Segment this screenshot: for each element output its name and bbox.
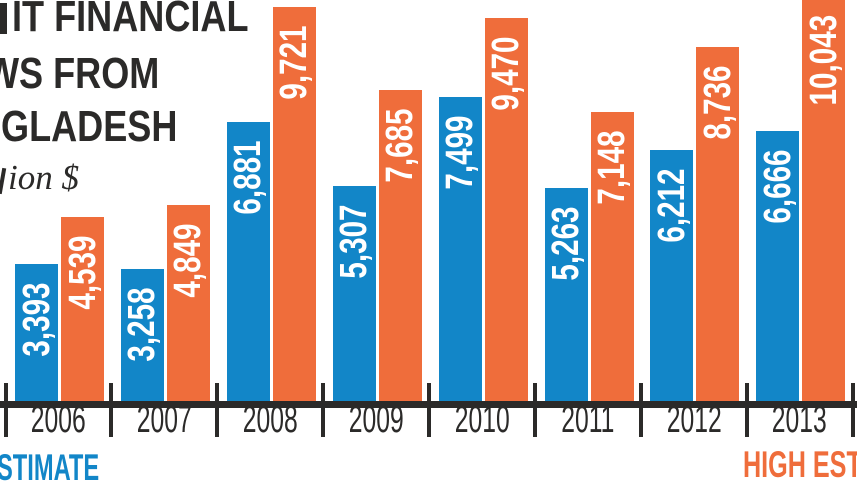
x-axis-year-text: 2006 bbox=[30, 399, 86, 441]
bar-low-2011: 5,263 bbox=[544, 188, 588, 401]
x-axis-tick bbox=[533, 383, 537, 437]
bar-high-2007: 4,849 bbox=[166, 205, 210, 401]
bar-low-2007: 3,258 bbox=[120, 269, 164, 401]
x-axis-tick bbox=[3, 383, 8, 437]
x-axis-tick bbox=[321, 383, 326, 437]
x-axis-year-2007: 2007 bbox=[119, 401, 209, 439]
x-axis-year-text: 2012 bbox=[666, 399, 722, 441]
legend-low-estimate: STIMATE bbox=[0, 447, 100, 482]
bar-low-2008: 6,881 bbox=[226, 122, 270, 401]
x-axis-year-2011: 2011 bbox=[543, 401, 633, 439]
bar-value-label: 9,470 bbox=[485, 36, 528, 111]
bar-low-2012: 6,212 bbox=[650, 150, 694, 401]
bar-value-label: 5,263 bbox=[545, 206, 587, 281]
x-axis-year-text: 2013 bbox=[772, 399, 828, 441]
bar-value-label: 8,736 bbox=[696, 65, 739, 140]
bar-low-2010: 7,499 bbox=[438, 97, 482, 401]
chart-title-line-3: GLADESH bbox=[1, 102, 178, 151]
bar-high-2006: 4,539 bbox=[61, 217, 104, 401]
bar-low-2009: 5,307 bbox=[332, 186, 376, 401]
x-axis-tick bbox=[850, 383, 855, 437]
chart-unit-label: ion $ bbox=[8, 158, 79, 197]
cropped-glyph-sliver bbox=[0, 167, 7, 195]
bar-value-label: 7,685 bbox=[379, 108, 422, 183]
x-axis-year-2010: 2010 bbox=[437, 401, 527, 439]
x-axis-year-2012: 2012 bbox=[649, 401, 739, 439]
x-axis-year-2008: 2008 bbox=[225, 401, 315, 439]
bar-high-2013: 10,043 bbox=[802, 0, 846, 401]
bar-value-label: 4,539 bbox=[61, 235, 104, 310]
bar-high-2009: 7,685 bbox=[378, 90, 422, 401]
legend-high-estimate: HIGH EST bbox=[743, 444, 857, 482]
x-axis-year-text: 2009 bbox=[348, 399, 404, 441]
x-axis-year-2013: 2013 bbox=[755, 401, 845, 439]
x-axis-tick bbox=[215, 383, 220, 437]
x-axis-year-text: 2011 bbox=[561, 399, 615, 441]
bar-value-label: 7,148 bbox=[591, 130, 633, 205]
chart-title-line-2: WS FROM bbox=[0, 49, 160, 98]
bar-high-2012: 8,736 bbox=[696, 47, 740, 401]
bar-value-label: 9,721 bbox=[273, 25, 316, 100]
bar-value-label: 7,499 bbox=[439, 115, 482, 190]
bar-value-label: 6,212 bbox=[650, 168, 693, 243]
x-axis-tick bbox=[427, 383, 432, 437]
bar-low-2006: 3,393 bbox=[15, 264, 58, 401]
chart-title-line-1: IT FINANCIAL bbox=[12, 0, 249, 41]
x-axis-year-text: 2010 bbox=[454, 399, 510, 441]
bar-value-label: 4,849 bbox=[167, 223, 210, 298]
bar-value-label: 3,393 bbox=[15, 282, 58, 357]
x-axis-tick bbox=[109, 383, 114, 437]
bar-high-2008: 9,721 bbox=[272, 7, 316, 401]
bar-value-label: 3,258 bbox=[121, 287, 164, 362]
bar-value-label: 6,666 bbox=[756, 149, 799, 224]
bar-value-label: 6,881 bbox=[227, 140, 270, 215]
bar-high-2011: 7,148 bbox=[590, 112, 634, 401]
cropped-glyph-sliver bbox=[0, 3, 7, 34]
x-axis-year-2009: 2009 bbox=[331, 401, 421, 439]
x-axis-tick bbox=[744, 383, 749, 437]
x-axis-year-text: 2007 bbox=[136, 399, 192, 441]
bar-high-2010: 9,470 bbox=[484, 18, 528, 401]
bar-low-2013: 6,666 bbox=[756, 131, 800, 401]
x-axis-year-text: 2008 bbox=[242, 399, 298, 441]
x-axis-year-2006: 2006 bbox=[13, 401, 103, 439]
bar-value-label: 10,043 bbox=[802, 14, 845, 106]
x-axis-tick bbox=[638, 383, 643, 437]
bar-value-label: 5,307 bbox=[333, 204, 376, 279]
